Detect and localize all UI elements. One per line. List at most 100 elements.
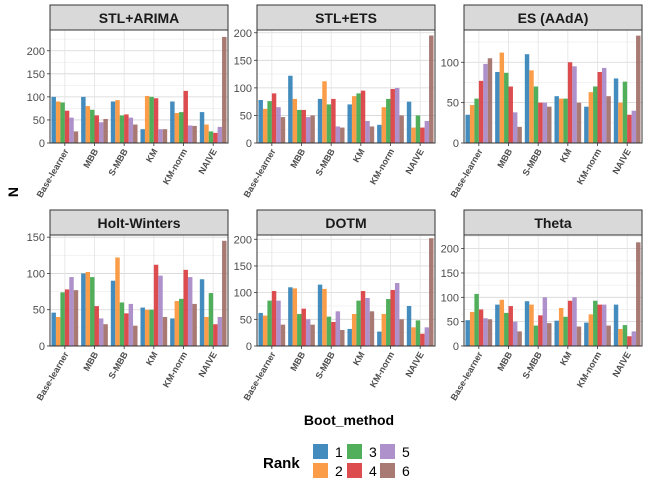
bar — [420, 127, 425, 143]
bar — [588, 92, 594, 143]
bar — [158, 275, 163, 346]
bar — [140, 307, 145, 346]
bar — [55, 316, 61, 346]
x-tick-label: MBB — [288, 350, 307, 373]
x-tick-label: KM — [351, 350, 367, 367]
y-tick-label: 150 — [234, 261, 252, 273]
facet-strip — [49, 209, 229, 236]
bar — [627, 114, 632, 143]
bar — [213, 324, 218, 346]
x-tick-label: KM-norm — [575, 147, 603, 186]
bar — [124, 313, 129, 346]
bar — [310, 115, 315, 143]
bar — [356, 93, 361, 143]
bar — [103, 324, 108, 346]
bar — [179, 112, 184, 143]
x-tick-label: KM-norm — [161, 147, 189, 186]
bar — [554, 96, 559, 143]
x-tick-label: KM-norm — [161, 350, 189, 389]
bar — [584, 106, 589, 143]
bar — [474, 98, 479, 143]
legend-label: 5 — [402, 444, 410, 460]
legend-label: 1 — [335, 444, 343, 460]
bar — [162, 316, 168, 346]
facet-panel-4: DOTM 0 50 100 150 200 Base-learner MBB S-MBB KM KM… — [234, 209, 436, 402]
bar — [606, 325, 611, 346]
bar — [622, 325, 628, 346]
bar — [153, 98, 159, 143]
bar — [365, 120, 370, 143]
bar — [69, 117, 74, 143]
x-tick-label: S-MBB — [313, 350, 337, 381]
bar — [301, 308, 306, 346]
bar — [563, 98, 568, 143]
bar — [399, 319, 404, 346]
bar — [128, 303, 134, 346]
facet-panel-5: Theta 0 50 100 150 200 Base-learner MBB S-MBB KM K… — [441, 209, 643, 402]
bar — [429, 238, 434, 346]
bar — [347, 328, 352, 346]
bar — [331, 98, 336, 143]
y-tick-label: 100 — [441, 292, 459, 304]
bar — [90, 277, 95, 346]
y-tick-label: 50 — [240, 110, 252, 122]
bar — [301, 109, 306, 143]
bar — [55, 101, 61, 143]
bar — [170, 318, 175, 346]
x-tick-label: KM — [558, 147, 574, 164]
bar — [390, 88, 395, 143]
bar — [360, 291, 366, 346]
bar — [504, 312, 509, 346]
facet-strip — [463, 209, 643, 236]
bar — [529, 70, 534, 143]
bar — [351, 313, 357, 346]
bar — [258, 312, 263, 346]
bar — [538, 315, 543, 346]
bar — [340, 127, 345, 143]
bar — [340, 329, 345, 346]
bar — [618, 328, 623, 346]
bar — [94, 115, 99, 143]
y-tick-label: 100 — [441, 57, 459, 69]
bar — [98, 318, 104, 346]
legend-label: 6 — [402, 463, 410, 479]
x-tick-label: KM — [351, 147, 367, 164]
bar — [386, 98, 391, 143]
bar — [483, 318, 488, 346]
bar — [420, 333, 425, 346]
bar — [478, 309, 484, 346]
bar — [465, 114, 470, 143]
facet-strip — [256, 4, 436, 31]
bar — [64, 289, 70, 346]
bar — [81, 273, 86, 346]
bar — [424, 327, 430, 346]
x-tick-label: S-MBB — [520, 350, 544, 381]
bar — [98, 122, 104, 143]
y-tick-label: 0 — [246, 341, 252, 353]
y-tick-label: 150 — [234, 55, 252, 67]
bar — [51, 96, 56, 143]
bar — [276, 300, 281, 346]
x-tick-label: NAIVE — [610, 147, 632, 176]
x-axis-title: Boot_method — [304, 412, 394, 428]
facet-panel-3: Holt-Winters 0 50 100 150 Base-learner MBB S-MB… — [27, 209, 229, 402]
bar — [267, 101, 272, 143]
bar — [386, 299, 391, 346]
bar — [110, 101, 116, 143]
x-tick-label: KM — [144, 147, 160, 164]
bar — [508, 306, 513, 346]
y-tick-label: 50 — [240, 314, 252, 326]
bar — [158, 129, 163, 143]
panel-border — [463, 234, 643, 347]
bar — [179, 298, 184, 346]
bar — [347, 104, 352, 143]
bar — [81, 96, 86, 143]
facet-strip — [49, 4, 229, 31]
bar — [547, 323, 552, 346]
bar — [415, 115, 421, 143]
bar — [469, 105, 475, 143]
bar — [103, 119, 108, 143]
legend-swatch — [380, 444, 395, 459]
bar — [483, 63, 488, 143]
